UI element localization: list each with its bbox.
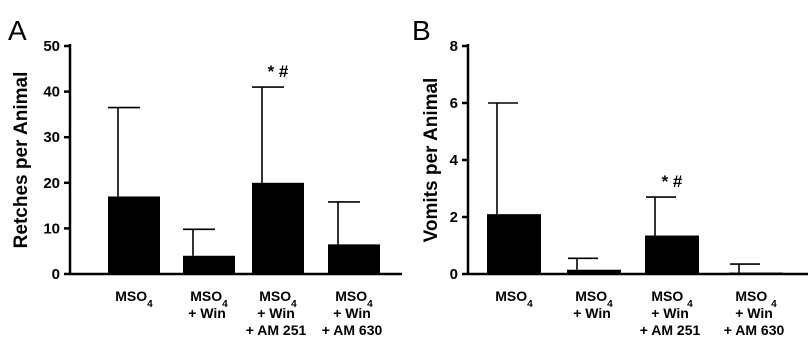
bar <box>487 214 541 274</box>
x-category-label: MSO 4 <box>651 288 693 310</box>
y-tick-label: 0 <box>52 266 60 283</box>
x-category-label: + Win <box>257 305 295 321</box>
bar <box>645 235 699 274</box>
bar <box>567 269 621 274</box>
x-category-label: + AM 251 <box>640 322 701 338</box>
significance-annotation: * # <box>268 62 289 81</box>
x-category-label: + Win <box>651 305 689 321</box>
x-category-label: MSO4 <box>335 288 373 310</box>
bar <box>108 196 160 274</box>
significance-annotation: * # <box>662 172 683 191</box>
y-axis-label: Retches per Animal <box>11 72 32 249</box>
x-category-label: MSO4 <box>495 288 533 310</box>
x-category-label: + Win <box>573 305 611 321</box>
x-category-label: MSO 4 <box>735 288 777 310</box>
bar <box>183 255 235 274</box>
x-category-label: MSO4 <box>575 288 613 310</box>
y-tick-label: 0 <box>450 266 458 283</box>
x-category-label: + AM 630 <box>724 322 785 338</box>
y-tick-label: 50 <box>43 38 60 55</box>
y-tick-label: 10 <box>43 220 60 237</box>
bar <box>328 244 380 274</box>
bar <box>252 182 304 274</box>
x-category-label: + Win <box>735 305 773 321</box>
x-category-label: MSO4 <box>259 288 297 310</box>
y-tick-label: 2 <box>450 209 458 226</box>
bar <box>729 272 783 274</box>
panel-letter: A <box>8 15 27 46</box>
y-tick-label: 4 <box>450 152 459 169</box>
x-category-label: + Win <box>333 305 371 321</box>
y-tick-label: 20 <box>43 175 60 192</box>
y-tick-label: 40 <box>43 84 60 101</box>
panel-letter: B <box>412 15 431 46</box>
x-category-label: MSO4 <box>115 288 153 310</box>
y-tick-label: 30 <box>43 129 60 146</box>
y-tick-label: 6 <box>450 95 458 112</box>
x-category-label: + AM 630 <box>322 322 383 338</box>
x-category-label: + Win <box>188 305 226 321</box>
y-axis-label: Vomits per Animal <box>421 78 442 243</box>
x-category-label: MSO4 <box>190 288 228 310</box>
x-category-label: + AM 251 <box>246 322 307 338</box>
y-tick-label: 8 <box>450 38 458 55</box>
